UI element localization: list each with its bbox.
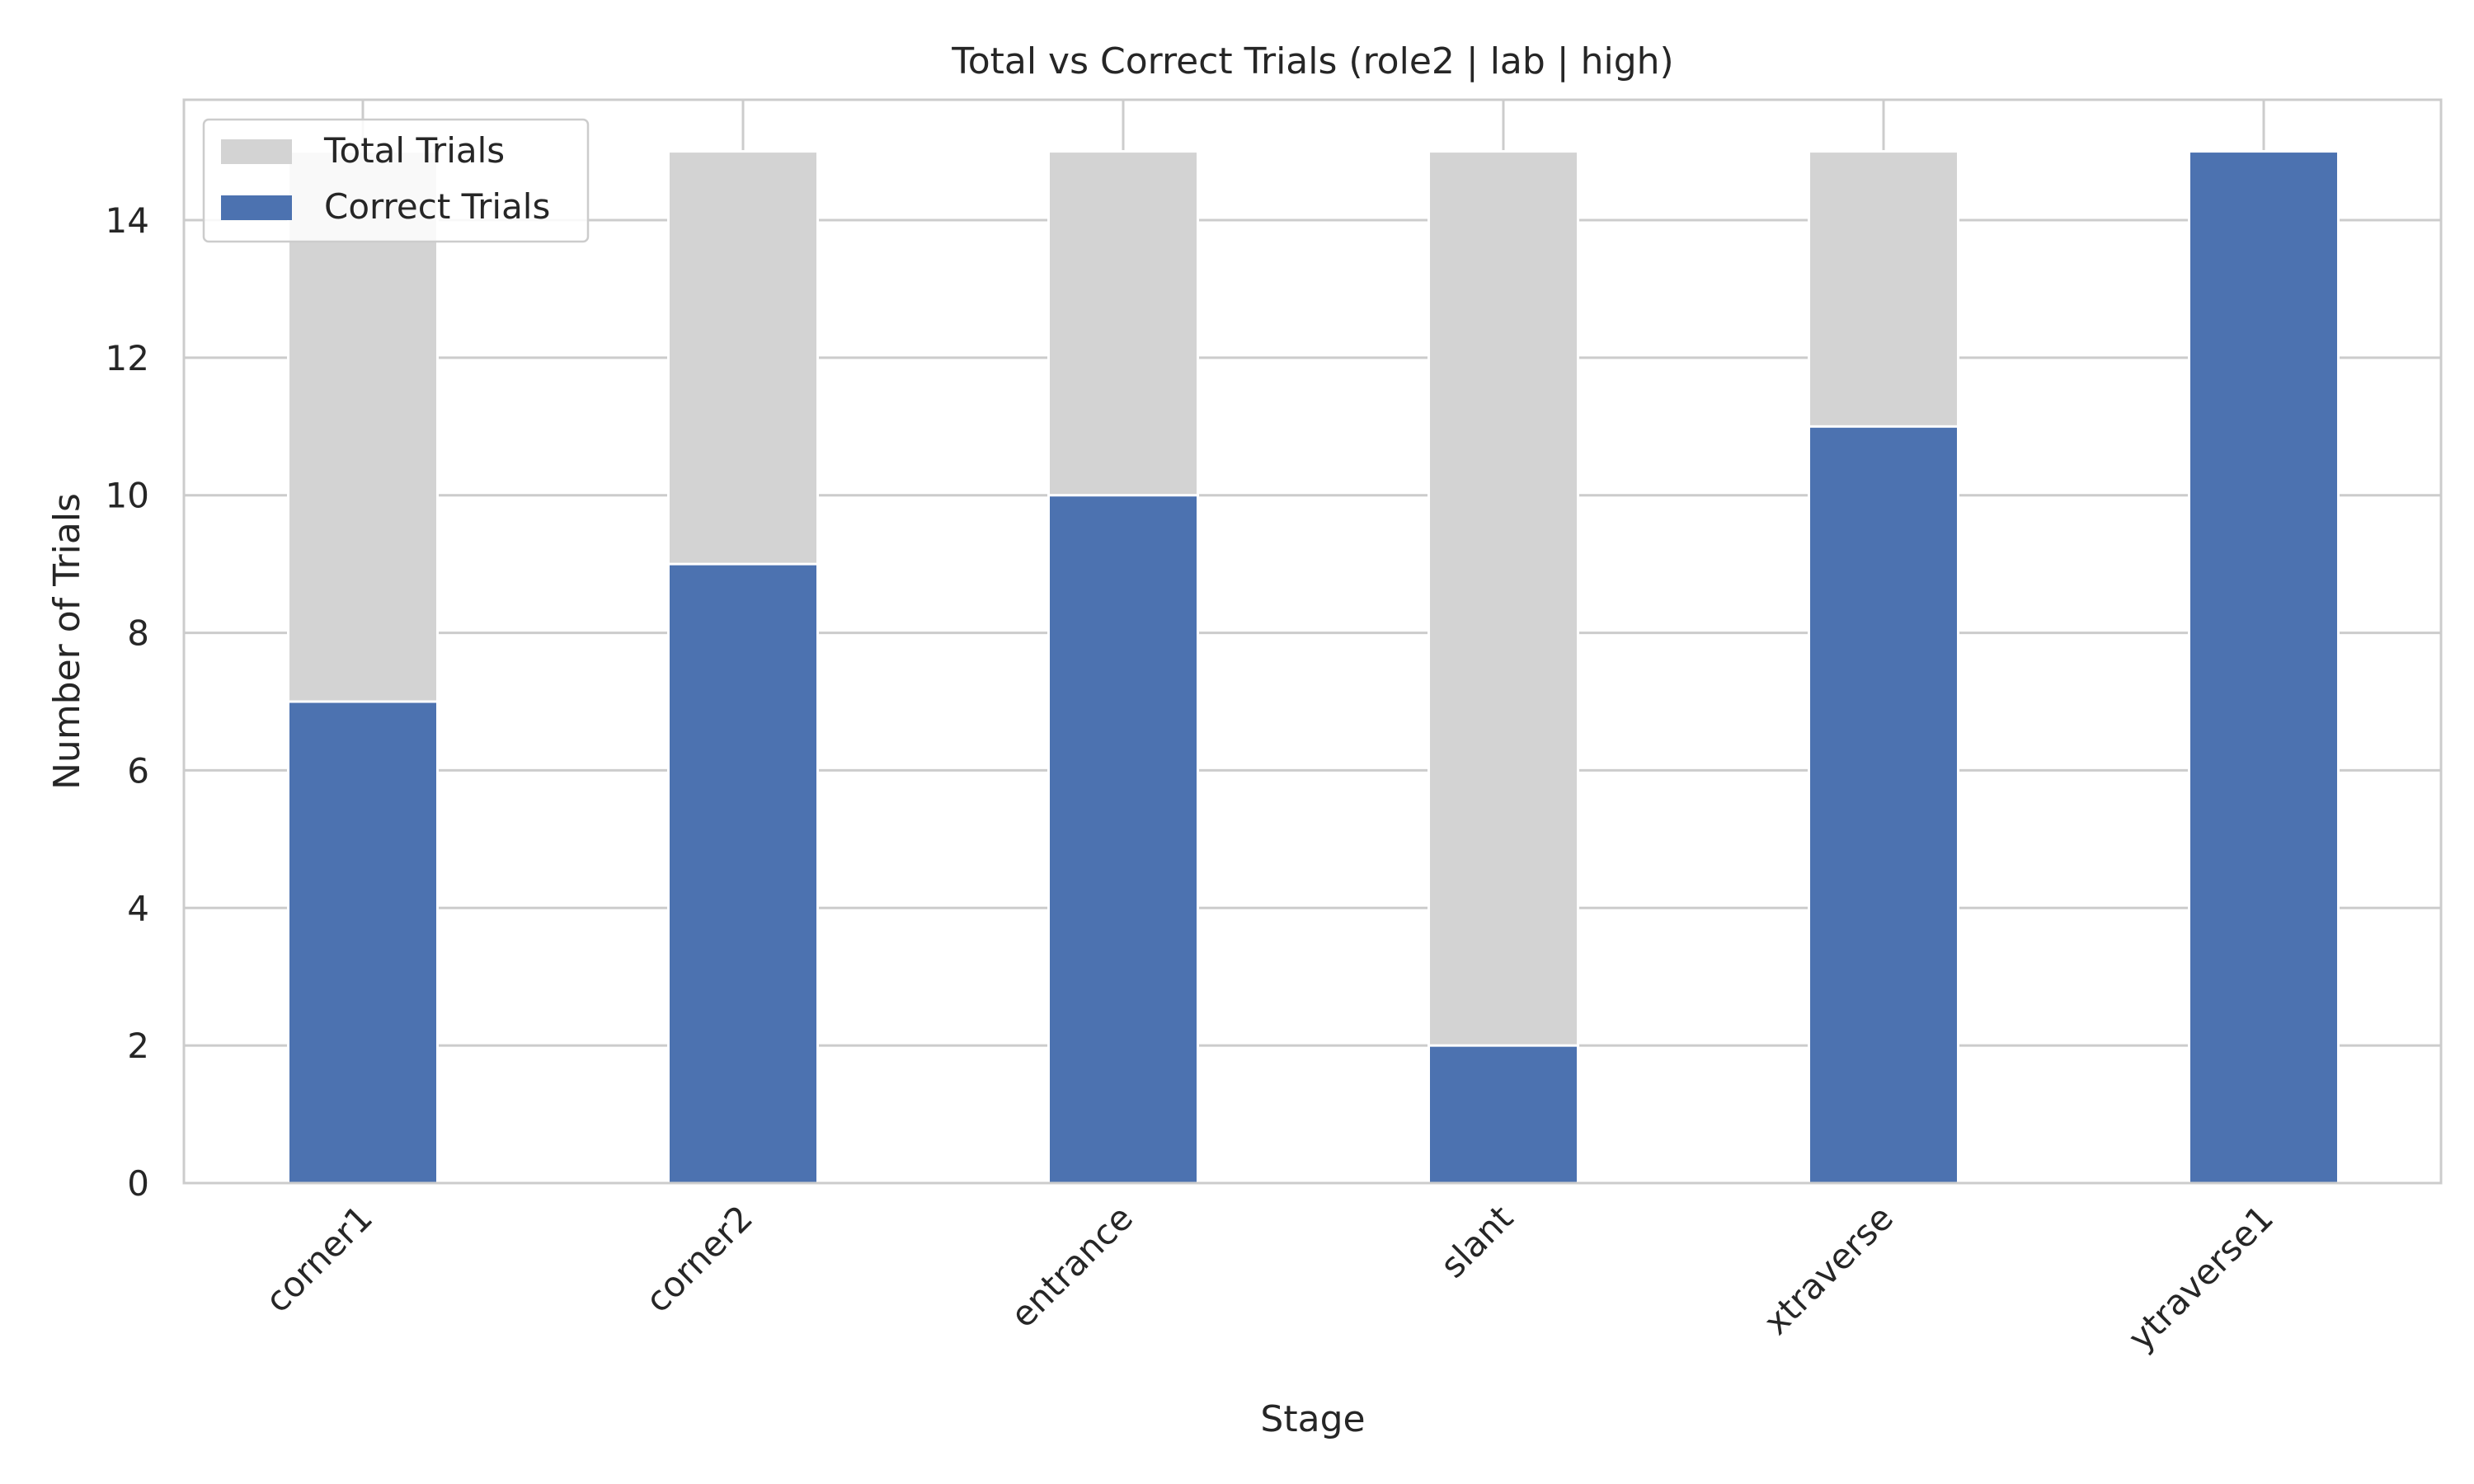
bar-correct-corner1: [287, 700, 439, 1185]
y-tick-label: 14: [106, 200, 149, 241]
legend-label-total: Total Trials: [323, 130, 505, 171]
y-tick-label: 4: [127, 888, 149, 928]
legend-swatch-correct: [221, 195, 292, 220]
bar-correct-ytraverse1: [2188, 150, 2340, 1185]
bars: [287, 150, 2340, 1185]
bar-correct-corner2: [667, 562, 819, 1185]
x-axis-label: Stage: [1260, 1398, 1365, 1440]
bar-correct-xtraverse: [1808, 425, 1959, 1185]
bar-correct-slant: [1427, 1044, 1579, 1185]
y-tick-label: 0: [127, 1163, 149, 1204]
y-tick-label: 10: [106, 476, 149, 516]
y-tick-label: 6: [127, 750, 149, 791]
legend-swatch-total: [221, 139, 292, 164]
legend-label-correct: Correct Trials: [324, 186, 550, 227]
plot-frame: [182, 98, 2443, 1185]
chart-title: Total vs Correct Trials (role2 | lab | h…: [951, 40, 1673, 82]
legend: Total Trials Correct Trials: [202, 118, 590, 243]
y-tick-label: 8: [127, 613, 149, 654]
y-tick-labels: 0 2 4 6 8 10 12 14: [106, 200, 149, 1204]
y-tick-label: 2: [127, 1026, 149, 1066]
bar-correct-entrance: [1047, 494, 1199, 1185]
legend-box: [202, 118, 590, 243]
y-axis-label: Number of Trials: [46, 493, 88, 790]
bar-total-slant: [1427, 150, 1579, 1185]
y-tick-label: 12: [106, 338, 149, 378]
